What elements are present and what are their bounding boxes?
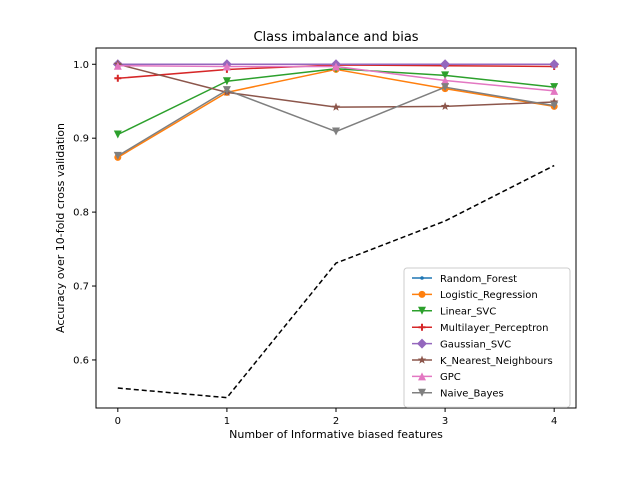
plot-area: 0 1 2 3 4 0.6 0.7 0.8 0.9 1.0 bbox=[73, 47, 577, 427]
series-2-point-3 bbox=[441, 71, 450, 80]
y-tick-label-0: 0.6 bbox=[73, 355, 89, 366]
legend-marker-4 bbox=[417, 338, 427, 349]
legend-label-2: Linear_SVC bbox=[440, 307, 496, 318]
legend-marker-7 bbox=[418, 388, 426, 397]
series-7-point-1 bbox=[222, 86, 231, 95]
legend-label-0: Random_Forest bbox=[440, 274, 517, 285]
series-5-point-2 bbox=[331, 102, 341, 111]
legend-marker-5 bbox=[417, 355, 427, 364]
series-2-point-0 bbox=[113, 130, 122, 139]
series-7-point-4 bbox=[550, 101, 559, 110]
x-tick-label-4: 4 bbox=[551, 416, 557, 427]
y-axis-label: Accuracy over 10-fold cross validation bbox=[54, 123, 67, 333]
y-tick-label-4: 1.0 bbox=[73, 60, 89, 71]
y-tick-label-1: 0.7 bbox=[73, 282, 89, 293]
legend-label-5: K_Nearest_Neighbours bbox=[440, 356, 553, 367]
series-7-point-2 bbox=[332, 127, 340, 136]
legend-box bbox=[403, 267, 571, 408]
legend-label-1: Logistic_Regression bbox=[440, 290, 538, 301]
series-6-point-0 bbox=[113, 61, 122, 70]
y-tick-label-2: 0.8 bbox=[73, 208, 89, 219]
series-6-point-1 bbox=[222, 62, 231, 71]
x-tick-label-3: 3 bbox=[442, 416, 448, 427]
legend-label-4: Gaussian_SVC bbox=[440, 339, 511, 350]
legend-label-3: Multilayer_Perceptron bbox=[440, 323, 549, 334]
legend-marker-6 bbox=[418, 372, 426, 381]
y-tick-label-3: 0.9 bbox=[73, 134, 89, 145]
series-4-point-4 bbox=[549, 59, 560, 70]
legend-marker-2 bbox=[418, 306, 426, 315]
x-tick-label-0: 0 bbox=[115, 416, 121, 427]
series-4-point-3 bbox=[440, 59, 451, 70]
x-tick-label-1: 1 bbox=[224, 416, 230, 427]
series-5-point-4 bbox=[549, 97, 559, 106]
legend-marker-1 bbox=[418, 290, 426, 298]
series-6-point-4 bbox=[550, 86, 559, 95]
chart-title: Class imbalance and bias bbox=[253, 30, 418, 45]
series-3-point-0 bbox=[114, 74, 122, 82]
legend-label-7: Naive_Bayes bbox=[440, 389, 504, 400]
series-7-point-0 bbox=[113, 151, 122, 160]
legend-label-6: GPC bbox=[440, 372, 461, 383]
series-2-point-1 bbox=[222, 77, 231, 86]
legend-marker-0 bbox=[420, 276, 424, 280]
x-axis-label: Number of Informative biased features bbox=[229, 428, 443, 441]
legend-marker-3 bbox=[418, 323, 426, 331]
series-7-point-3 bbox=[441, 83, 450, 92]
legend: Random_Forest Logistic_Regression Linear_S… bbox=[403, 267, 571, 408]
series-6-point-2 bbox=[332, 62, 340, 71]
x-tick-label-2: 2 bbox=[333, 416, 339, 427]
series-line-8 bbox=[117, 164, 555, 399]
series-5-point-3 bbox=[440, 101, 450, 111]
series-6-point-3 bbox=[441, 76, 450, 85]
